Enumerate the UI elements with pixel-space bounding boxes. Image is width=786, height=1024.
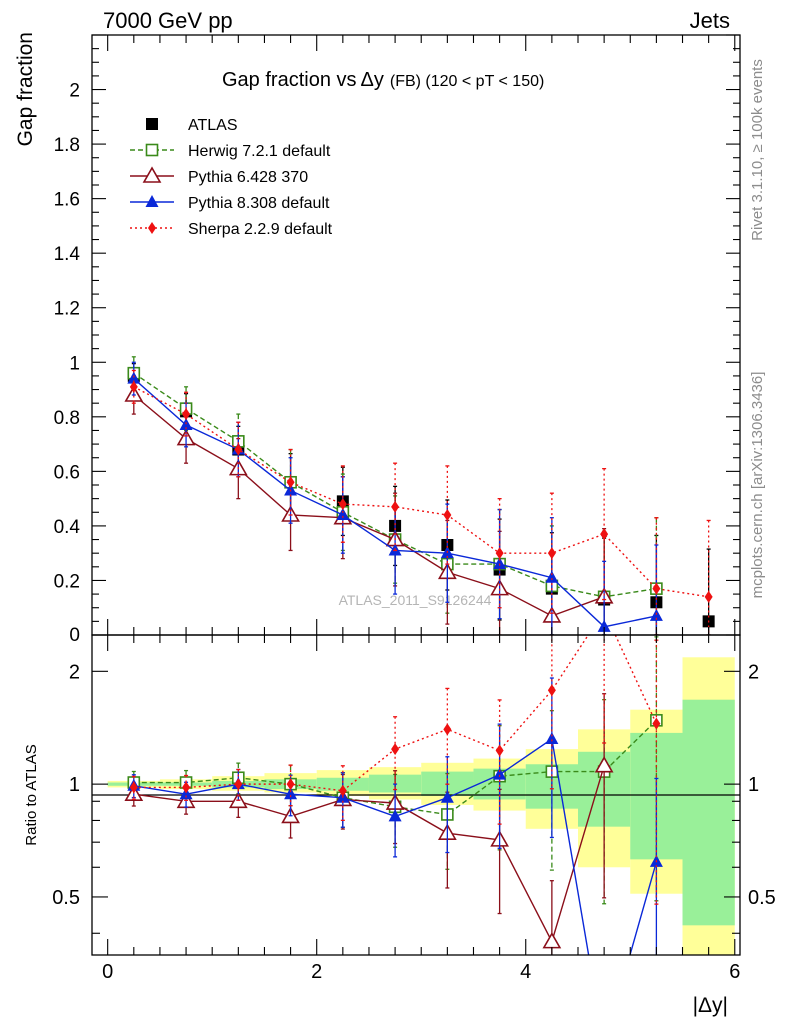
ratio-point-sherpa-6	[443, 723, 452, 736]
point-pythia8-4	[336, 508, 350, 520]
series-line-pythia6	[133, 394, 605, 617]
ratio-point-pythia8-3	[284, 787, 298, 800]
series-line-sherpa	[133, 386, 709, 598]
top-y-tick-label-zero: 0	[69, 625, 80, 646]
ratio-point-sherpa-8	[547, 684, 556, 697]
ratio-y-tick-label: 1	[69, 774, 80, 796]
point-pythia8-7	[493, 557, 507, 570]
point-pythia8-10	[649, 608, 663, 621]
series-line-herwig	[133, 372, 657, 598]
x-tick-label: 4	[520, 961, 531, 983]
ratio-point-pythia8-8	[545, 731, 559, 744]
ratio-series-pythia6	[124, 693, 614, 955]
ratio-y-tick-label-right: 2	[748, 661, 759, 683]
top-y-tick-label: 1.4	[54, 244, 81, 265]
plot-title-delta: Δy	[361, 69, 384, 91]
ratio-point-pythia8-7	[493, 767, 507, 780]
process-label: Jets	[690, 8, 730, 33]
band-inner-11	[682, 699, 735, 926]
legend-label-atlas: ATLAS	[188, 117, 238, 134]
ratio-point-pythia6-8	[542, 932, 562, 949]
ratio-point-sherpa-4	[338, 784, 347, 797]
x-axis-title: |Δy|	[693, 994, 728, 1017]
legend: ATLAS Herwig 7.2.1 default Pythia 6.428 37…	[130, 117, 333, 238]
plot-title-main: Gap fraction vs	[222, 69, 357, 91]
ratio-panel-frame	[91, 634, 741, 956]
energy-label: 7000 GeV pp	[103, 8, 233, 33]
axis-tick-labels: 0.2 0.4 0.6 0.8 1 1.2 1.4 1.6 1.8 2 0 0 2 4 6 0.5 0.5 1 1 2…	[52, 81, 776, 983]
legend-marker-pythia6	[142, 166, 162, 183]
x-tick-label: 0	[102, 961, 113, 983]
point-sherpa-2	[234, 443, 243, 456]
analysis-watermark: ATLAS_2011_S9126244	[339, 592, 492, 608]
series-sherpa	[129, 369, 713, 635]
legend-marker-sherpa	[148, 222, 156, 234]
ratio-point-sherpa-3	[286, 778, 295, 791]
legend-marker-herwig	[145, 143, 159, 157]
x-tick-label: 6	[729, 961, 740, 983]
point-sherpa-6	[443, 509, 452, 521]
point-sherpa-7	[495, 547, 504, 560]
ratio-point-sherpa-0	[129, 781, 138, 794]
top-y-tick-label: 2	[69, 81, 80, 102]
top-y-tick-label: 0.2	[54, 571, 80, 592]
ratio-y-tick-label-right: 0.5	[748, 887, 776, 909]
ratio-line-pythia6	[133, 765, 605, 944]
ratio-y-tick-label-right: 1	[748, 774, 759, 796]
ratio-point-sherpa-5	[391, 743, 400, 756]
point-sherpa-1	[182, 408, 191, 421]
ratio-point-pythia8-6	[440, 790, 454, 803]
point-pythia8-0	[127, 371, 141, 384]
top-y-tick-label: 0.8	[54, 408, 80, 429]
top-panel-series	[124, 356, 715, 635]
ratio-point-pythia8-5	[388, 809, 402, 822]
point-pythia8-3	[284, 483, 298, 496]
top-y-tick-label: 1.8	[54, 135, 80, 156]
top-y-tick-label: 1.2	[54, 299, 80, 320]
ratio-y-tick-label: 0.5	[52, 887, 80, 909]
bottom-y-axis-title: Ratio to ATLAS	[23, 744, 40, 845]
mcplots-reference-label: mcplots.cern.ch [arXiv:1306.3436]	[749, 372, 766, 599]
point-pythia8-9	[597, 619, 611, 632]
legend-marker-atlas	[146, 118, 158, 130]
top-y-axis-title: Gap fraction	[14, 32, 37, 146]
ratio-point-sherpa-7	[495, 744, 504, 757]
rivet-version-label: Rivet 3.1.10, ≥ 100k events	[749, 59, 766, 241]
ratio-point-sherpa-1	[182, 781, 191, 794]
point-sherpa-10	[652, 582, 661, 595]
point-sherpa-0	[129, 380, 138, 393]
legend-label-pythia8: Pythia 8.308 default	[188, 195, 330, 212]
top-y-tick-label: 1	[69, 353, 80, 374]
point-sherpa-9	[600, 528, 609, 541]
ratio-y-tick-label: 2	[69, 661, 80, 683]
ratio-panel-series	[124, 635, 663, 955]
ratio-series-sherpa	[129, 635, 661, 905]
legend-marker-pythia8	[145, 195, 159, 207]
point-sherpa-3	[286, 476, 295, 489]
legend-label-pythia6: Pythia 6.428 370	[188, 169, 308, 186]
point-sherpa-4	[338, 498, 347, 511]
x-tick-label: 2	[311, 961, 322, 983]
ratio-point-sherpa-2	[234, 778, 243, 791]
top-y-tick-label: 0.6	[54, 462, 80, 483]
plot-title: Gap fraction vs Δy (FB) (120 < pT < 150)	[222, 69, 544, 91]
legend-label-herwig: Herwig 7.2.1 default	[188, 143, 331, 160]
ratio-uncertainty-band	[107, 657, 735, 955]
point-sherpa-11	[704, 590, 713, 603]
top-y-tick-label: 1.6	[54, 190, 80, 211]
plot-title-suffix: (FB) (120 < pT < 150)	[390, 73, 544, 90]
point-pythia8-8	[545, 570, 559, 583]
axis-ticks	[92, 34, 740, 955]
ratio-point-pythia6-9	[594, 756, 614, 773]
ratio-point-sherpa-10	[652, 717, 661, 730]
point-sherpa-5	[391, 500, 400, 513]
point-sherpa-8	[547, 547, 556, 560]
legend-label-sherpa: Sherpa 2.2.9 default	[188, 221, 333, 238]
top-y-tick-label: 0.4	[54, 517, 81, 538]
